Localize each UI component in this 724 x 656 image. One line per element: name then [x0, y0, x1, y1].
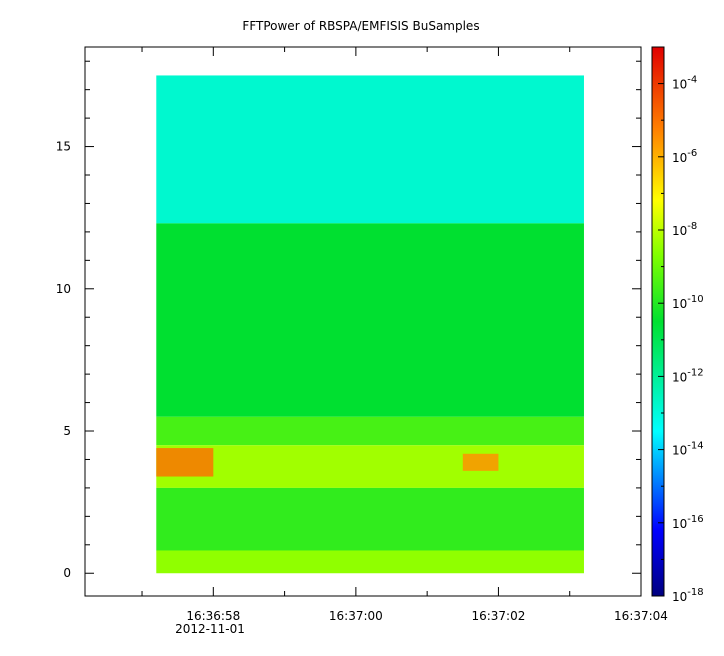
heatmap-band — [156, 75, 584, 224]
colorbar-ticks: 10-4 10-6 10-8 10-10 10-12 10-14 10-16 10-18 — [658, 75, 704, 604]
colorbar-tick-label: 10-12 — [672, 367, 704, 384]
heatmap-band — [156, 445, 584, 488]
plot-frame — [84, 46, 642, 597]
chart-title: FFTPower of RBSPA/EMFISIS BuSamples — [242, 19, 479, 33]
x-tick-label: 16:37:00 — [329, 609, 383, 623]
y-tick-label: 0 — [63, 566, 71, 580]
colorbar-tick-label: 10-4 — [672, 75, 697, 92]
heatmap-hotspot — [462, 453, 499, 471]
x-tick-label: 16:37:02 — [471, 609, 525, 623]
colorbar-tick-label: 10-10 — [672, 294, 704, 311]
y-tick-label: 15 — [56, 140, 71, 154]
colorbar — [651, 46, 665, 597]
heatmap-band — [156, 550, 584, 574]
heatmap-band — [156, 416, 584, 446]
x-tick-label: 16:36:58 — [186, 609, 240, 623]
heatmap-band — [156, 223, 584, 417]
colorbar-tick-label: 10-8 — [672, 221, 697, 238]
x-tick-label: 16:37:04 — [614, 609, 668, 623]
heatmap-band — [156, 487, 584, 551]
heatmap-area — [156, 75, 584, 574]
colorbar-tick-label: 10-6 — [672, 148, 697, 165]
x-axis-date-label: 2012-11-01 — [175, 622, 245, 636]
y-axis: 0 5 10 15 — [56, 60, 641, 580]
colorbar-tick-label: 10-14 — [672, 441, 704, 458]
colorbar-tick-label: 10-18 — [672, 587, 704, 604]
x-axis: 16:36:58 16:37:00 16:37:02 16:37:04 — [141, 47, 668, 623]
y-tick-label: 10 — [56, 282, 71, 296]
heatmap-hotspot — [156, 448, 214, 477]
colorbar-tick-label: 10-16 — [672, 514, 704, 531]
y-tick-label: 5 — [63, 424, 71, 438]
